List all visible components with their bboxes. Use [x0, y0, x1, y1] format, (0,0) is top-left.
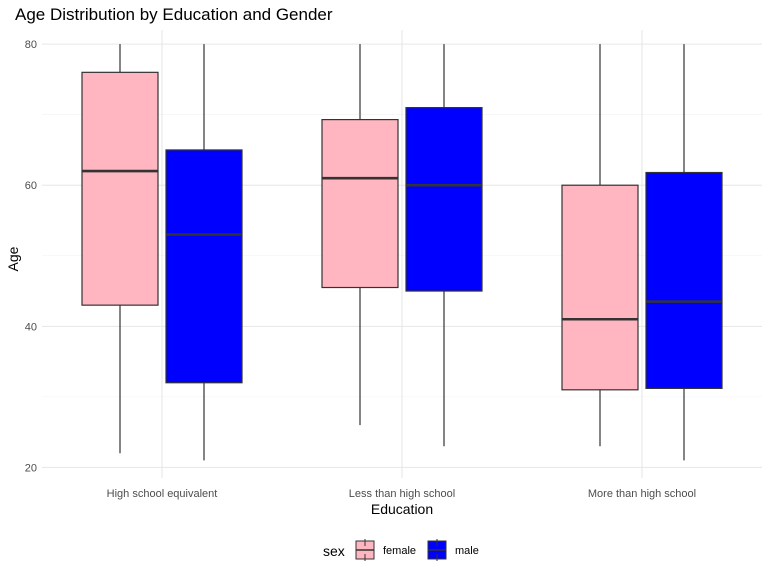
chart-title: Age Distribution by Education and Gender	[15, 5, 333, 24]
box-female	[321, 44, 399, 426]
box-female	[81, 44, 159, 454]
x-tick-label: High school equivalent	[107, 488, 218, 500]
legend-item-male: male	[427, 539, 479, 561]
y-axis-title: Age	[5, 246, 21, 271]
box-male	[405, 44, 483, 447]
axis-layer: 20 40 60 80 High school equivalent Less than …	[25, 39, 696, 500]
box-body	[645, 171, 723, 389]
legend: sex female male	[323, 539, 479, 561]
box-body	[165, 149, 243, 384]
legend-title: sex	[323, 543, 345, 559]
box-male	[165, 44, 243, 461]
legend-item-female: female	[355, 539, 416, 561]
box-female	[561, 44, 639, 447]
box-body	[561, 184, 639, 391]
legend-label: male	[455, 545, 479, 557]
box-male	[645, 44, 723, 461]
box-body	[81, 71, 159, 306]
legend-label: female	[383, 545, 416, 557]
x-axis-title: Education	[371, 501, 433, 517]
y-tick-label: 80	[25, 39, 37, 51]
legend-items: female male	[355, 539, 479, 561]
y-tick-label: 40	[25, 321, 37, 333]
grid-layer	[42, 30, 762, 478]
x-tick-label: More than high school	[588, 488, 696, 500]
box-body	[405, 107, 483, 292]
y-tick-label: 20	[25, 462, 37, 474]
box-body	[321, 118, 399, 289]
x-tick-label: Less than high school	[349, 488, 455, 500]
box-layer	[81, 44, 723, 461]
y-tick-label: 60	[25, 180, 37, 192]
